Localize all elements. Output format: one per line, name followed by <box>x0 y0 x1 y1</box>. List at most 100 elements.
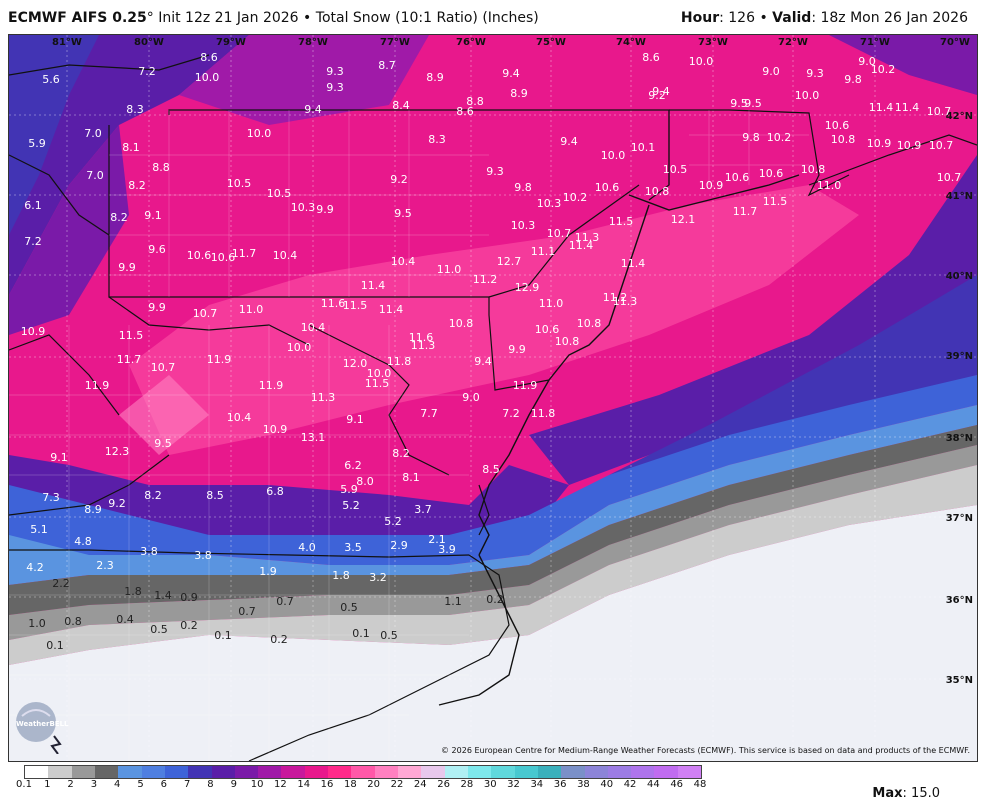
snowfall-value: 10.4 <box>273 249 298 262</box>
snowfall-value: 10.8 <box>555 335 580 348</box>
lon-label: 77°W <box>380 37 410 48</box>
snowfall-value: 11.8 <box>387 355 412 368</box>
hour-label: Hour <box>680 10 720 26</box>
legend-label: 32 <box>507 779 520 790</box>
snowfall-value: 7.2 <box>24 235 42 248</box>
snowfall-value: 0.2 <box>180 619 198 632</box>
snowfall-value: 10.5 <box>267 187 292 200</box>
snowfall-value: 10.3 <box>511 219 536 232</box>
snowfall-value: 11.2 <box>603 291 628 304</box>
max-value: : 15.0 <box>902 786 940 801</box>
snowfall-value: 10.7 <box>929 139 954 152</box>
legend-swatch <box>491 766 515 778</box>
snowfall-value: 1.4 <box>154 589 172 602</box>
snowfall-value: 11.8 <box>531 407 556 420</box>
snowfall-value: 9.8 <box>514 181 532 194</box>
legend-label: 7 <box>183 779 191 790</box>
snowfall-value: 8.9 <box>426 71 444 84</box>
legend-label: 8 <box>207 779 214 790</box>
snowfall-value: 8.2 <box>128 179 146 192</box>
snowfall-value: 9.8 <box>742 131 760 144</box>
lon-label: 81°W <box>52 37 82 48</box>
snowfall-value: 11.4 <box>569 239 594 252</box>
snowfall-value: 9.2 <box>648 89 666 102</box>
legend-label: 28 <box>460 779 474 790</box>
snowfall-value: 9.1 <box>346 413 364 426</box>
snowfall-value: 11.3 <box>575 231 600 244</box>
map-header: ECMWF AIFS 0.25° Init 12z 21 Jan 2026 • … <box>0 0 984 32</box>
coastline <box>438 174 800 706</box>
legend-label: 44 <box>647 779 660 790</box>
lon-label: 71°W <box>860 37 890 48</box>
snowfall-value: 0.5 <box>150 623 168 636</box>
longitude-labels: 81°W 80°W 79°W 78°W 77°W 76°W 75°W 74°W 73°W 72°W… <box>52 37 970 48</box>
legend-label: 24 <box>413 779 427 790</box>
legend-labels: 0.1 1 2 3 4 5 6 7 8 9 10 12 14 16 18 20 22 24 26 28 30 32 34 36… <box>16 779 706 793</box>
snowfall-value: 10.6 <box>759 167 784 180</box>
max-value-box: Max: 15.0 <box>872 786 940 801</box>
copyright-notice: © 2026 European Centre for Medium-Range … <box>441 746 970 755</box>
lon-label: 75°W <box>536 37 566 48</box>
snowfall-value: 6.2 <box>344 459 362 472</box>
snowfall-value: 11.4 <box>361 279 386 292</box>
snowfall-value: 12.9 <box>515 281 540 294</box>
lat-label: 35°N <box>946 675 973 686</box>
snowfall-value: 0.7 <box>276 595 294 608</box>
lon-label: 76°W <box>456 37 486 48</box>
no-snow-area <box>9 505 977 761</box>
snowfall-value: 9.8 <box>844 73 862 86</box>
snowfall-value: 9.5 <box>154 437 172 450</box>
snowfall-value: 1.8 <box>124 585 142 598</box>
legend-label: 34 <box>530 779 544 790</box>
legend-label: 36 <box>553 779 567 790</box>
legend-swatch <box>561 766 585 778</box>
snowfall-value: 9.3 <box>326 81 344 94</box>
snowfall-value: 9.5 <box>730 97 748 110</box>
snowfall-value: 11.4 <box>895 101 920 114</box>
snowfall-value: 10.9 <box>21 325 46 338</box>
lon-label: 78°W <box>298 37 328 48</box>
snowfall-value: 7.3 <box>42 491 60 504</box>
snowfall-value: 10.9 <box>867 137 892 150</box>
snowfall-value: 8.3 <box>428 133 446 146</box>
snowfall-value: 5.9 <box>340 483 358 496</box>
snowfall-value: 5.2 <box>384 515 402 528</box>
logo-text: WeatherBELL <box>16 720 69 728</box>
snowfall-value: 11.6 <box>321 297 346 310</box>
snowfall-value: 12.7 <box>497 255 522 268</box>
snowfall-value: 8.1 <box>402 471 420 484</box>
legend-swatch <box>304 766 329 778</box>
snowfall-value: 8.9 <box>84 503 102 516</box>
snowfall-value: 1.8 <box>332 569 350 582</box>
snowfall-value: 10.0 <box>689 55 714 68</box>
lon-label: 74°W <box>616 37 646 48</box>
snowfall-value: 10.7 <box>547 227 572 240</box>
snowfall-value: 0.9 <box>180 591 198 604</box>
snowfall-value: 10.0 <box>367 367 392 380</box>
legend-label: 1 <box>44 779 51 790</box>
snowfall-value: 0.5 <box>380 629 398 642</box>
snowfall-value: 11.9 <box>259 379 284 392</box>
snowfall-value: 10.7 <box>193 307 218 320</box>
snowfall-value: 10.0 <box>287 341 312 354</box>
snowfall-value: 9.3 <box>806 67 824 80</box>
snowfall-value: 10.4 <box>227 411 252 424</box>
snowfall-value: 3.2 <box>369 571 387 584</box>
snowfall-value: 3.8 <box>140 545 158 558</box>
snowfall-value: 4.8 <box>74 535 92 548</box>
hour-value: : 126 <box>719 10 755 26</box>
snowfall-value: 8.2 <box>144 489 162 502</box>
graticule <box>9 35 977 761</box>
snowfall-value: 8.0 <box>356 475 374 488</box>
snowfall-value: 11.7 <box>117 353 142 366</box>
snowfall-value: 12.1 <box>671 213 696 226</box>
legend-label: 40 <box>600 779 614 790</box>
snowfall-value: 10.6 <box>211 251 236 264</box>
snow-core-pink <box>129 185 859 455</box>
snowfall-value: 11.4 <box>869 101 894 114</box>
snowfall-value: 9.3 <box>326 65 344 78</box>
snow-band-purple-nw <box>9 35 249 295</box>
legend-swatch <box>514 766 538 778</box>
legend-label: 22 <box>390 779 404 790</box>
snowfall-value: 10.8 <box>449 317 474 330</box>
